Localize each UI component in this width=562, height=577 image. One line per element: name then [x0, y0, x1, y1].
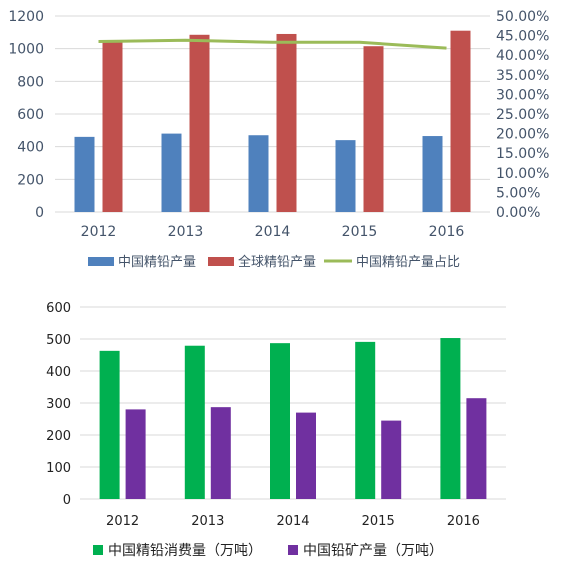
bar-1-3 — [363, 46, 384, 212]
y-tick-label: 400 — [46, 365, 71, 380]
y-tick-label: 400 — [17, 140, 44, 156]
y-tick-label: 100 — [46, 461, 71, 476]
legend-label-1: 中国铅矿产量（万吨） — [303, 543, 443, 559]
x-tick-label: 2013 — [168, 224, 204, 240]
bar-1-2 — [296, 412, 316, 499]
y-tick-label: 800 — [17, 74, 44, 90]
chart-production: 0 200 400 600 800 1000 1200 0.00% 5.00% 10.00% 15.… — [8, 9, 549, 270]
bar-1-2 — [276, 33, 297, 212]
bar-0-4 — [422, 136, 443, 212]
y2-tick-label: 5.00% — [496, 185, 540, 201]
x-tick-label: 2012 — [106, 514, 139, 529]
x-tick-label: 2012 — [81, 224, 117, 240]
legend-swatch-1 — [288, 545, 298, 555]
y-tick-label: 1200 — [8, 9, 44, 25]
bar-1-0 — [102, 40, 123, 212]
bar-1-1 — [189, 34, 210, 213]
y2-tick-label: 10.00% — [496, 166, 549, 182]
x-tick-label: 2016 — [429, 224, 465, 240]
bar-0-3 — [355, 341, 376, 499]
y2-tick-label: 45.00% — [496, 29, 549, 45]
y-tick-label: 0 — [63, 493, 71, 508]
legend-label-2: 中国精铅产量占比 — [356, 255, 460, 270]
bar-0-2 — [248, 135, 269, 212]
legend-swatch-1 — [208, 257, 234, 266]
x-tick-label: 2015 — [362, 514, 395, 529]
x-tick-label: 2014 — [276, 514, 309, 529]
bar-0-0 — [99, 350, 120, 499]
bar-0-0 — [74, 136, 95, 212]
bar-1-4 — [466, 398, 487, 499]
y-tick-label: 600 — [46, 301, 71, 316]
y2-tick-label: 25.00% — [496, 107, 549, 123]
y2-tick-label: 20.00% — [496, 127, 549, 143]
y2-tick-label: 0.00% — [496, 205, 540, 221]
x-tick-label: 2016 — [447, 514, 480, 529]
y-tick-label: 0 — [35, 205, 44, 221]
bar-0-2 — [270, 343, 290, 499]
legend-swatch-0 — [88, 257, 114, 266]
series-line — [98, 38, 447, 50]
chart-consumption: 0 100 200 300 400 500 600 2012 2013 2014 2015 2016 中… — [46, 301, 506, 559]
y2-tick-label: 30.00% — [496, 87, 549, 103]
legend-swatch-0 — [93, 545, 103, 555]
bar-0-3 — [335, 140, 356, 212]
y-tick-label: 600 — [17, 107, 44, 123]
bar-0-4 — [440, 338, 461, 499]
bar-0-1 — [184, 345, 205, 499]
y-tick-label: 200 — [17, 172, 44, 188]
bar-1-3 — [381, 420, 402, 499]
bar-0-1 — [161, 133, 182, 212]
x-tick-label: 2014 — [255, 224, 291, 240]
bar-1-4 — [450, 30, 471, 213]
y2-tick-label: 50.00% — [496, 9, 549, 25]
y-tick-label: 1000 — [8, 42, 44, 58]
y2-tick-label: 15.00% — [496, 146, 549, 162]
y-tick-label: 300 — [46, 397, 71, 412]
bar-1-1 — [210, 407, 231, 499]
bar-1-0 — [125, 409, 146, 499]
legend-label-0: 中国精铅消费量（万吨） — [108, 543, 262, 559]
legend-label-0: 中国精铅产量 — [118, 255, 196, 270]
x-tick-label: 2015 — [342, 224, 378, 240]
y-tick-label: 200 — [46, 429, 71, 444]
y2-tick-label: 35.00% — [496, 68, 549, 84]
y-tick-label: 500 — [46, 333, 71, 348]
x-tick-label: 2013 — [191, 514, 224, 529]
y2-tick-label: 40.00% — [496, 48, 549, 64]
legend-label-1: 全球精铅产量 — [238, 254, 316, 270]
